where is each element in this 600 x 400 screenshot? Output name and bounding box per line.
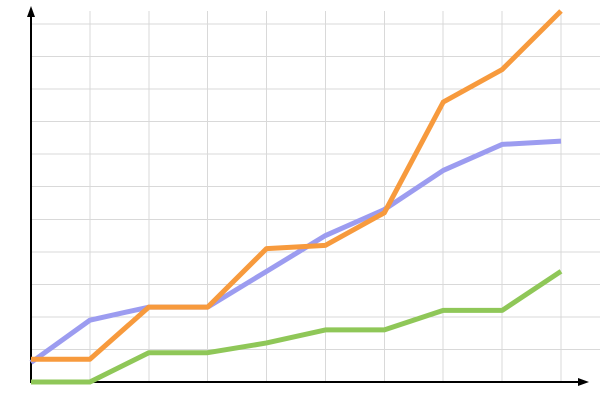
series-purple	[29, 138, 562, 365]
horizontal-gridlines	[31, 23, 600, 350]
series-orange	[31, 9, 563, 362]
y-axis-up-arrow-icon	[27, 6, 35, 17]
x-axis-right-arrow-icon	[578, 378, 589, 386]
axes	[27, 6, 589, 386]
series-green	[31, 269, 563, 385]
series-lines	[29, 9, 563, 385]
vertical-gridlines	[89, 11, 562, 382]
